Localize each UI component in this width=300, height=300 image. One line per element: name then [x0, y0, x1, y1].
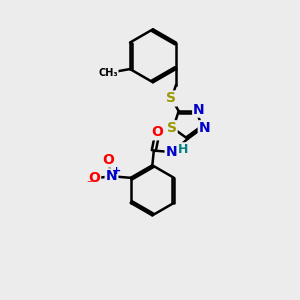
Text: S: S: [167, 121, 177, 135]
Text: CH₃: CH₃: [98, 68, 118, 78]
Text: N: N: [193, 103, 205, 117]
Text: N: N: [166, 145, 177, 159]
Text: N: N: [199, 121, 210, 135]
Text: ⁻: ⁻: [86, 179, 92, 189]
Text: O: O: [103, 153, 115, 166]
Text: H: H: [178, 143, 188, 156]
Text: N: N: [106, 169, 117, 183]
Text: O: O: [151, 125, 163, 139]
Text: +: +: [112, 166, 121, 176]
Text: O: O: [88, 171, 100, 185]
Text: S: S: [167, 92, 176, 106]
